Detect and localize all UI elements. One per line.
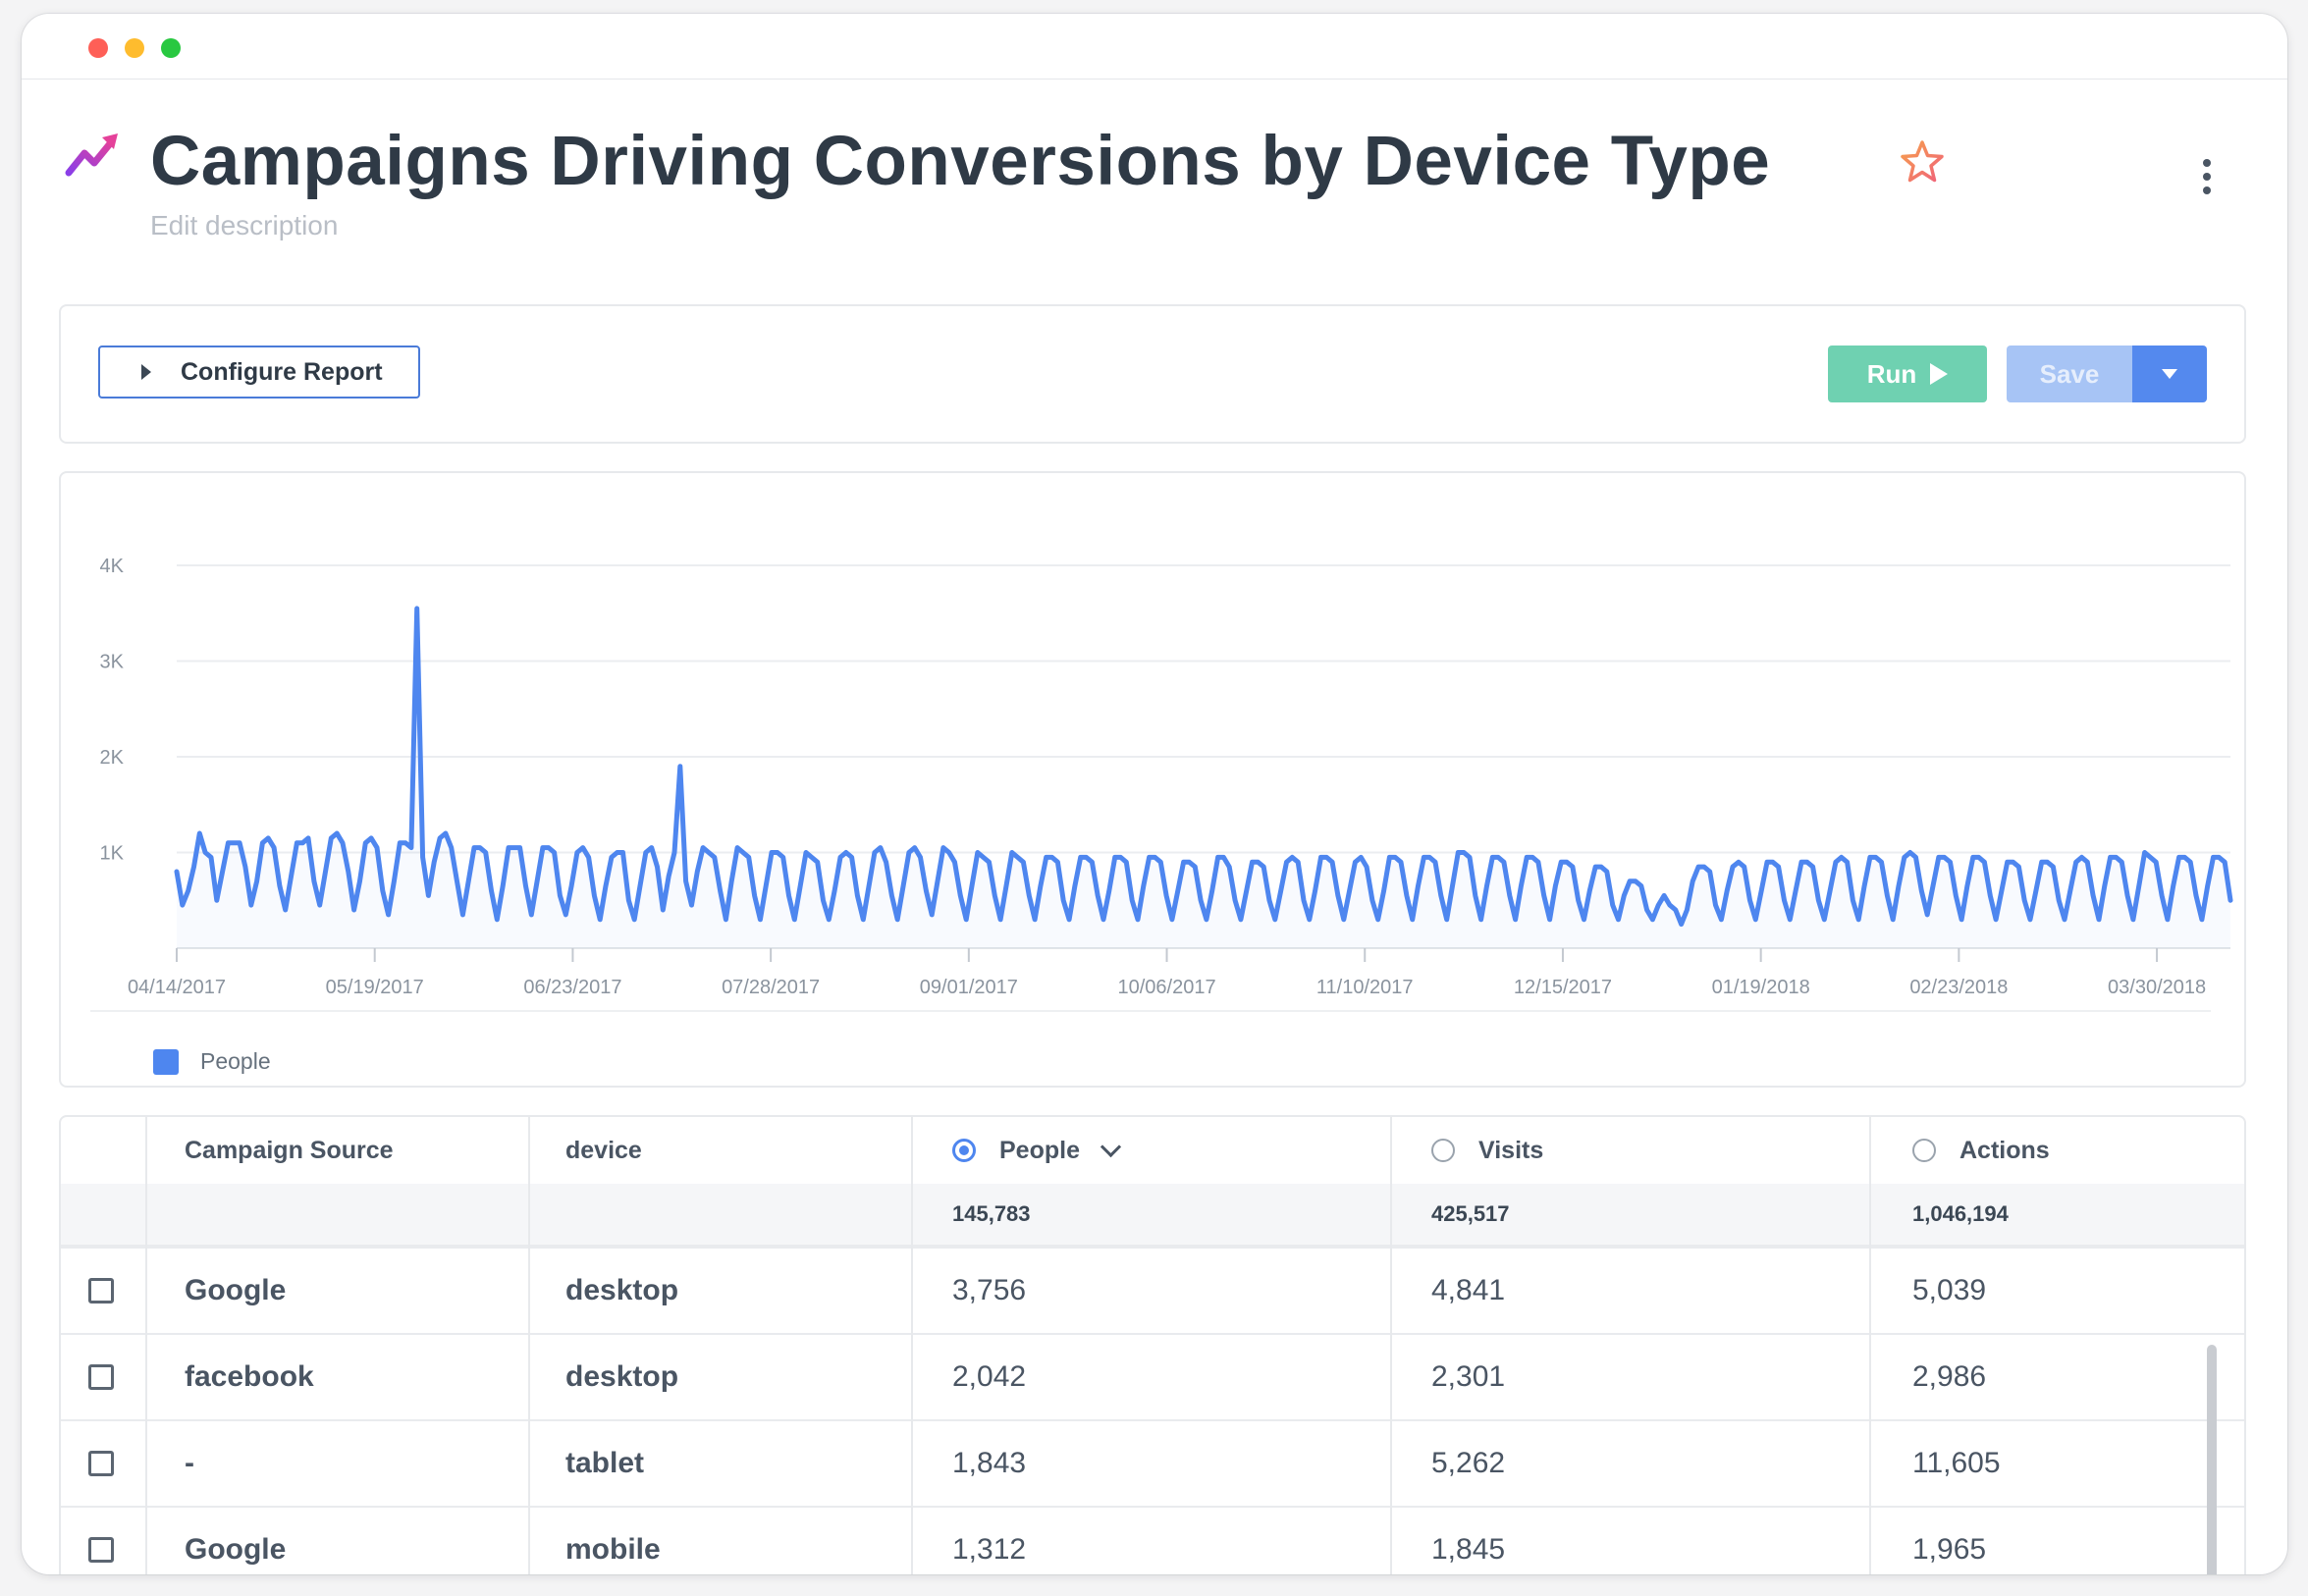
configure-report-label: Configure Report [181,357,383,386]
people-cell: 3,756 [952,1274,1027,1306]
report-toolbar: Configure Report Run Save [59,304,2246,444]
configure-report-button[interactable]: Configure Report [98,346,420,399]
visits-cell: 2,301 [1431,1360,1506,1393]
column-header-people[interactable]: People [952,1117,1122,1184]
x-tick-label: 01/19/2018 [1712,977,1810,998]
maximize-window-button[interactable] [161,38,181,58]
x-tick-label: 06/23/2017 [523,977,621,998]
actions-cell: 1,965 [1912,1533,1987,1566]
save-button[interactable]: Save [2007,346,2132,402]
x-tick-label: 12/15/2017 [1514,977,1612,998]
chevron-down-icon [2162,369,2177,379]
row-checkbox[interactable] [88,1537,114,1563]
device-cell: desktop [565,1274,679,1306]
actions-cell: 11,605 [1912,1447,2001,1479]
visits-cell: 4,841 [1431,1274,1506,1306]
more-options-icon[interactable] [2201,159,2213,202]
campaign-source-cell: - [185,1447,194,1479]
totals-row: 145,783 425,517 1,046,194 [61,1184,2244,1249]
series-area [177,608,2230,948]
visits-cell: 5,262 [1431,1447,1506,1479]
line-chart: 1K 2K 3K 4K 04/14/2017 05/19/2017 06/23/2017 07… [90,556,2233,1012]
report-window: Campaigns Driving Conversions by Device … [22,14,2287,1574]
save-label: Save [2039,358,2100,389]
column-divider [911,1117,913,1574]
column-label: Actions [1959,1136,2050,1164]
chevron-down-icon[interactable] [1100,1136,1122,1157]
device-cell: desktop [565,1360,679,1393]
x-tick-label: 09/01/2017 [920,977,1018,998]
y-tick-label: 3K [100,652,125,673]
x-tick-label: 02/23/2018 [1909,977,2008,998]
table-row[interactable]: Google mobile 1,312 1,845 1,965 [61,1508,2244,1574]
row-checkbox[interactable] [88,1364,114,1390]
table-header-row: Campaign Source device People Visits Act… [61,1117,2244,1186]
minimize-window-button[interactable] [125,38,144,58]
column-label: Campaign Source [185,1136,394,1164]
x-tick-label: 04/14/2017 [128,977,226,998]
play-icon [1930,363,1949,385]
trend-arrow-icon [65,133,118,177]
page-title: Campaigns Driving Conversions by Device … [150,123,1771,200]
actions-cell: 2,986 [1912,1360,1987,1393]
x-tick-label: 03/30/2018 [2108,977,2206,998]
column-header-actions[interactable]: Actions [1912,1117,2050,1184]
people-cell: 1,312 [952,1533,1027,1566]
people-cell: 1,843 [952,1447,1027,1479]
chart-legend-item[interactable]: People [153,1048,271,1075]
radio-unselected-icon[interactable] [1912,1139,1936,1162]
column-label: People [999,1136,1080,1164]
x-tick-label: 05/19/2017 [326,977,424,998]
column-label: device [565,1136,642,1164]
actions-cell: 5,039 [1912,1274,1987,1306]
star-outline-icon[interactable] [1899,138,1946,186]
edit-description-field[interactable]: Edit description [150,210,339,240]
campaign-source-cell: facebook [185,1360,314,1393]
column-header-device[interactable]: device [565,1117,642,1184]
campaign-source-cell: Google [185,1274,287,1306]
x-tick-label: 10/06/2017 [1117,977,1215,998]
column-header-campaign-source[interactable]: Campaign Source [185,1117,394,1184]
table-row[interactable]: facebook desktop 2,042 2,301 2,986 [61,1335,2244,1421]
total-people: 145,783 [952,1201,1031,1226]
column-divider [145,1117,147,1574]
total-visits: 425,517 [1431,1201,1510,1226]
series-line-people [174,606,2233,928]
y-tick-label: 1K [100,843,125,865]
row-checkbox[interactable] [88,1278,114,1303]
y-tick-label: 2K [100,747,125,769]
run-button[interactable]: Run [1828,346,1987,402]
column-divider [1390,1117,1392,1574]
x-tick-label: 07/28/2017 [722,977,820,998]
x-tick-label: 11/10/2017 [1316,977,1414,998]
visits-cell: 1,845 [1431,1533,1506,1566]
column-label: Visits [1478,1136,1544,1164]
campaign-source-cell: Google [185,1533,287,1566]
column-divider [1869,1117,1871,1574]
save-options-dropdown[interactable] [2132,346,2207,402]
run-label: Run [1866,358,1917,389]
legend-label: People [200,1048,271,1074]
close-window-button[interactable] [88,38,108,58]
people-cell: 2,042 [952,1360,1027,1393]
title-bar [22,14,2287,80]
column-header-visits[interactable]: Visits [1431,1117,1543,1184]
total-actions: 1,046,194 [1912,1201,2009,1226]
y-tick-label: 4K [100,556,125,577]
table-row[interactable]: - tablet 1,843 5,262 11,605 [61,1421,2244,1508]
legend-swatch [153,1048,179,1075]
table-row[interactable]: Google desktop 3,756 4,841 5,039 [61,1249,2244,1335]
table-scrollbar[interactable] [2207,1345,2217,1574]
radio-selected-icon[interactable] [952,1139,976,1162]
row-checkbox[interactable] [88,1451,114,1476]
column-divider [528,1117,530,1574]
chart-panel: 1K 2K 3K 4K 04/14/2017 05/19/2017 06/23/2017 07… [59,471,2246,1088]
device-cell: mobile [565,1533,661,1566]
results-table: Campaign Source device People Visits Act… [59,1115,2246,1574]
device-cell: tablet [565,1447,645,1479]
radio-unselected-icon[interactable] [1431,1139,1455,1162]
caret-right-icon [141,364,151,380]
